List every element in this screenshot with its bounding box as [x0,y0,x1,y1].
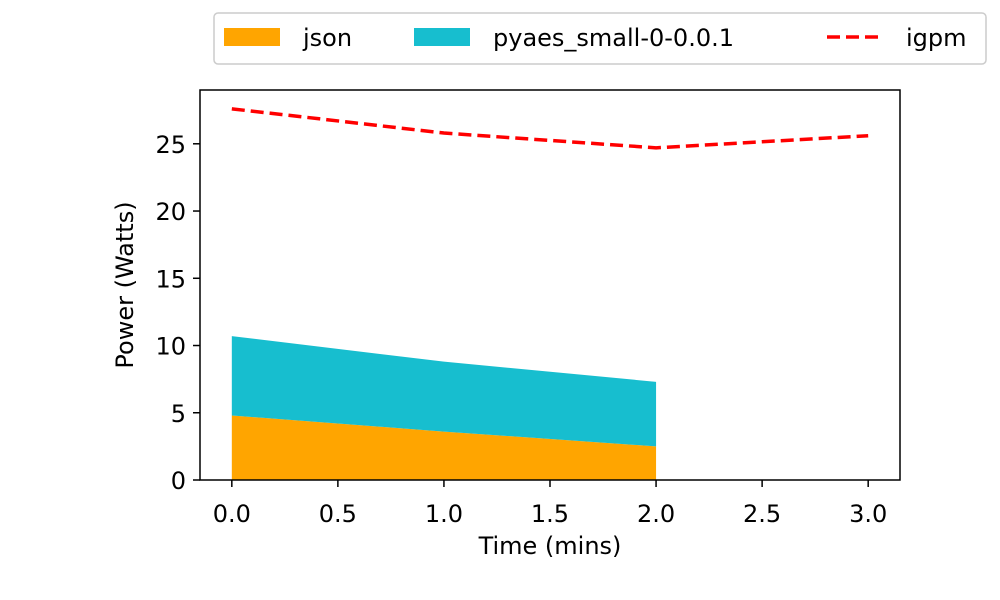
y-tick-label: 20 [155,198,186,226]
x-tick-label: 1.0 [425,500,463,528]
x-tick-label: 2.5 [743,500,781,528]
legend-swatch-json [224,28,280,46]
x-tick-label: 3.0 [849,500,887,528]
y-tick-label: 15 [155,265,186,293]
y-axis-label: Power (Watts) [111,201,139,368]
x-tick-label: 2.0 [637,500,675,528]
legend: json pyaes_small-0-0.0.1 igpm [213,12,987,65]
lines-layer [231,107,869,150]
y-tick-label: 25 [155,131,186,159]
x-tick-label: 0.0 [213,500,251,528]
y-tick-label: 0 [171,467,186,495]
legend-frame [213,12,987,65]
x-axis-label: Time (mins) [478,532,622,560]
x-tick-label: 0.5 [319,500,357,528]
legend-label-igpm: igpm [906,24,967,52]
ticks-layer: 0.0 0.5 1.0 1.5 2.0 2.5 3.0 0 5 10 15 20 25 [155,131,887,528]
x-tick-label: 1.5 [531,500,569,528]
legend-label-json: json [302,24,352,52]
y-tick-label: 5 [171,400,186,428]
area-pyaes-small-0-0-0-1 [231,336,657,447]
areas-layer [231,336,657,480]
area-json [231,415,657,480]
line-igpm [231,107,869,150]
y-tick-label: 10 [155,333,186,361]
legend-label-pyaes: pyaes_small-0-0.0.1 [493,24,734,52]
legend-swatch-pyaes [414,28,470,46]
